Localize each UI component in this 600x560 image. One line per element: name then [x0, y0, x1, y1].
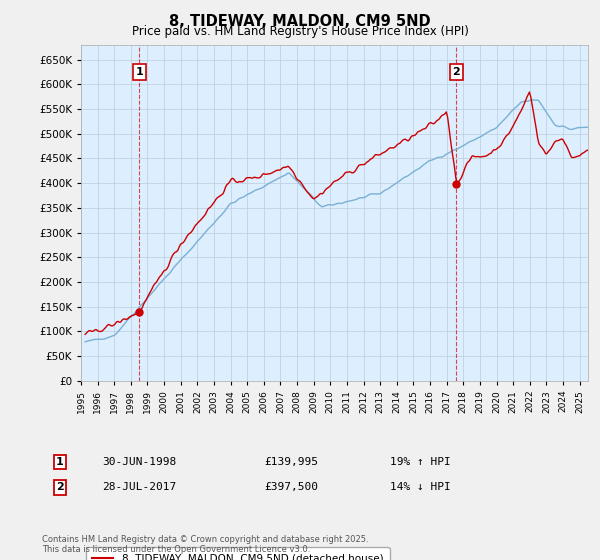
Text: 2: 2 — [452, 67, 460, 77]
Text: £139,995: £139,995 — [264, 457, 318, 467]
Text: 1: 1 — [136, 67, 143, 77]
Text: 1: 1 — [56, 457, 64, 467]
Text: 14% ↓ HPI: 14% ↓ HPI — [390, 482, 451, 492]
Text: 28-JUL-2017: 28-JUL-2017 — [102, 482, 176, 492]
Text: 8, TIDEWAY, MALDON, CM9 5ND: 8, TIDEWAY, MALDON, CM9 5ND — [169, 14, 431, 29]
Text: 19% ↑ HPI: 19% ↑ HPI — [390, 457, 451, 467]
Text: £397,500: £397,500 — [264, 482, 318, 492]
Text: Price paid vs. HM Land Registry's House Price Index (HPI): Price paid vs. HM Land Registry's House … — [131, 25, 469, 38]
Text: 2: 2 — [56, 482, 64, 492]
Text: 30-JUN-1998: 30-JUN-1998 — [102, 457, 176, 467]
Text: Contains HM Land Registry data © Crown copyright and database right 2025.
This d: Contains HM Land Registry data © Crown c… — [42, 535, 368, 554]
Legend: 8, TIDEWAY, MALDON, CM9 5ND (detached house), HPI: Average price, detached house: 8, TIDEWAY, MALDON, CM9 5ND (detached ho… — [86, 547, 389, 560]
